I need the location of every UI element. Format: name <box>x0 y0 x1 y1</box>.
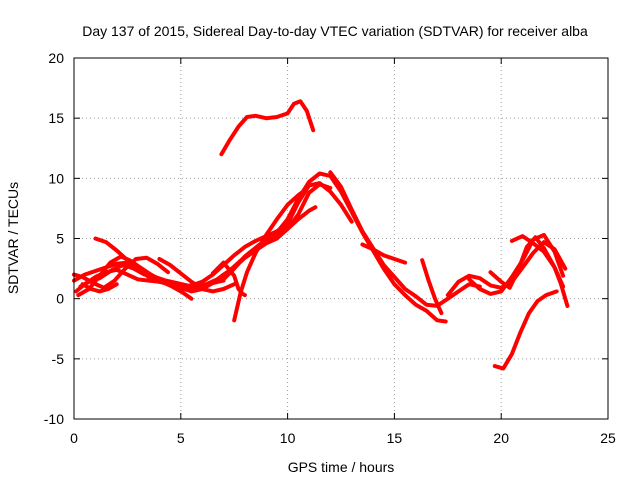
series-line-arc-7 <box>80 282 119 294</box>
y-tick-label: 5 <box>56 231 64 247</box>
series-line-arc-9 <box>210 260 247 298</box>
data-series <box>72 99 570 371</box>
x-axis-label: GPS time / hours <box>288 459 395 475</box>
y-tick-label: -10 <box>44 411 64 427</box>
series-line-arc-13 <box>360 242 408 265</box>
series-line-arc-18 <box>509 234 570 308</box>
y-tick-label: 20 <box>48 50 64 66</box>
series-line-arc-19 <box>492 289 559 371</box>
series-line-arc-14 <box>420 258 444 316</box>
x-tick-label: 5 <box>177 430 185 446</box>
y-axis-label: SDTVAR / TECUs <box>5 182 21 294</box>
series-line-arc-12 <box>328 170 482 308</box>
y-tick-label: -5 <box>52 351 65 367</box>
series-line-arc-4 <box>72 255 170 290</box>
x-axis-ticks: 0 5 10 15 20 25 <box>70 58 616 446</box>
x-tick-label: 0 <box>70 430 78 446</box>
x-tick-label: 25 <box>600 430 616 446</box>
y-tick-label: 10 <box>48 170 64 186</box>
series-line-arc-8 <box>157 257 237 294</box>
chart-title: Day 137 of 2015, Sidereal Day-to-day VTE… <box>82 23 588 39</box>
y-tick-label: 0 <box>56 291 64 307</box>
y-tick-label: 15 <box>48 110 64 126</box>
series-line-arc-10 <box>232 188 307 323</box>
y-axis-ticks: -10 -5 0 5 10 15 20 <box>44 50 608 427</box>
series-line-arc-20 <box>219 99 316 157</box>
series-line-arc-21 <box>221 205 318 282</box>
series-line-arc-6 <box>76 254 194 301</box>
x-tick-label: 20 <box>493 430 509 446</box>
x-gridlines <box>180 58 502 419</box>
x-tick-label: 15 <box>387 430 403 446</box>
x-tick-label: 10 <box>280 430 296 446</box>
series-line-arc-16 <box>467 232 566 296</box>
